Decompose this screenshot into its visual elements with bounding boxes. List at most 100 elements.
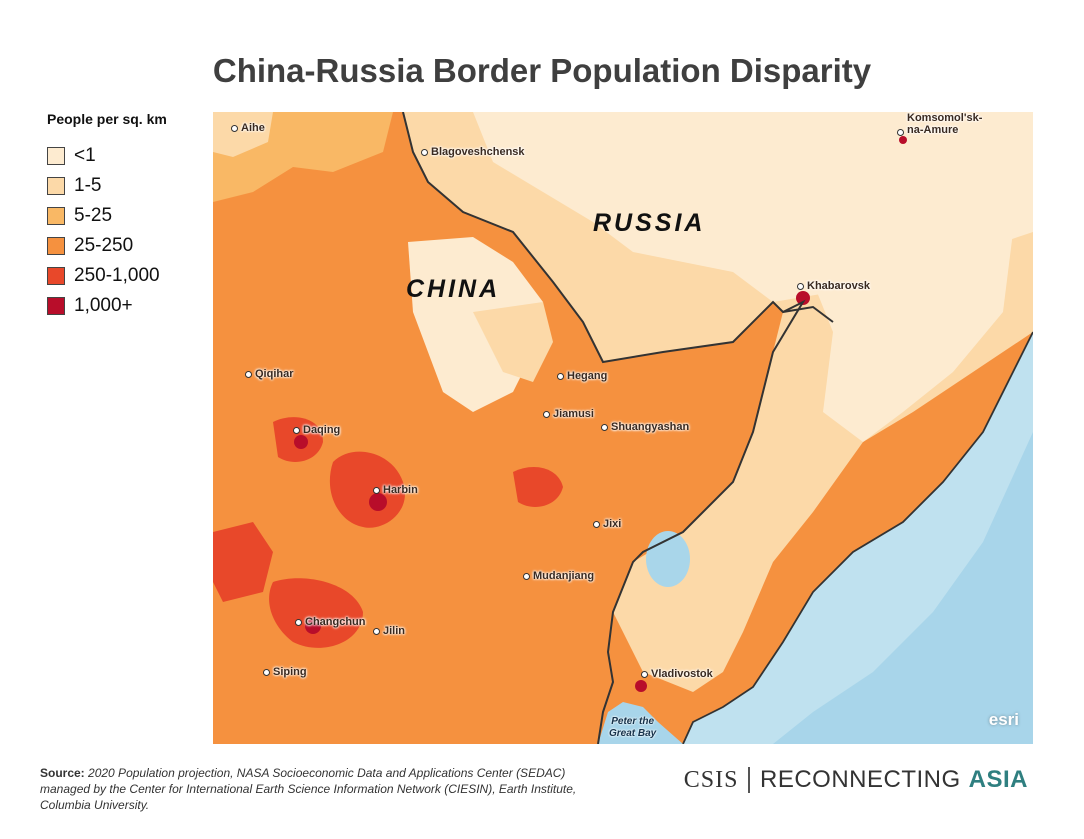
komsomolsk-core <box>899 136 907 144</box>
city-dot <box>421 148 428 156</box>
legend-label: 5-25 <box>74 205 113 226</box>
changchun-core <box>305 618 321 634</box>
population-map[interactable]: RUSSIA CHINA Aihe Blagoveshchensk Komsom… <box>213 112 1033 744</box>
logo-divider <box>748 767 750 793</box>
legend-item-250-1000: 250-1,000 <box>47 261 207 291</box>
city-dot <box>797 282 804 290</box>
legend-label: 25-250 <box>74 235 134 256</box>
legend-swatch <box>47 297 65 315</box>
city-name: Vladivostok <box>651 668 713 680</box>
city-dot <box>373 627 380 635</box>
china-russia-border <box>402 112 806 744</box>
daqing-core <box>294 435 308 449</box>
legend-label: 250-1,000 <box>74 265 160 286</box>
water-label-peter-great-bay: Peter the Great Bay <box>609 716 657 739</box>
city-name: Jixi <box>603 518 622 530</box>
city-dot <box>293 426 300 434</box>
city-changchun[interactable]: Changchun <box>295 616 366 628</box>
city-dot <box>245 370 252 378</box>
city-name: Khabarovsk <box>807 280 870 292</box>
city-dot <box>523 572 530 580</box>
logo-asia: ASIA <box>968 766 1028 793</box>
source-label: Source: <box>40 766 85 780</box>
city-siping[interactable]: Siping <box>263 666 307 678</box>
city-dot <box>295 618 302 626</box>
city-name: Komsomol'sk- na-Amure <box>907 112 983 136</box>
jixi-dense-area <box>513 467 563 507</box>
city-dot <box>543 410 550 418</box>
city-name: Mudanjiang <box>533 570 595 582</box>
logo-csis: CSIS <box>683 766 739 793</box>
city-khabarovsk[interactable]: Khabarovsk <box>797 280 870 292</box>
legend-item-25-250: 25-250 <box>47 231 207 261</box>
khingan-transition-area <box>473 302 553 382</box>
legend-item-1-5: 1-5 <box>47 171 207 201</box>
legend-label: 1-5 <box>74 175 102 196</box>
changchun-dense-area <box>269 578 363 648</box>
city-dot <box>263 668 270 676</box>
esri-attribution: esri <box>988 710 1019 729</box>
city-jixi[interactable]: Jixi <box>593 518 621 530</box>
city-daqing[interactable]: Daqing <box>293 424 340 436</box>
legend-swatch <box>47 207 65 225</box>
legend-swatch <box>47 237 65 255</box>
city-name: Siping <box>273 666 307 678</box>
city-name: Changchun <box>305 616 366 628</box>
city-name: Blagoveshchensk <box>431 146 525 158</box>
legend: People per sq. km <1 1-5 5-25 25-250 250… <box>47 111 207 321</box>
legend-label: <1 <box>74 145 96 166</box>
legend-item-lt1: <1 <box>47 141 207 171</box>
west-dense-area <box>213 522 273 602</box>
city-aihe[interactable]: Aihe <box>231 122 265 134</box>
city-dot <box>373 486 380 494</box>
city-dot <box>897 129 904 136</box>
country-label-china: CHINA <box>406 275 501 303</box>
city-name: Qiqihar <box>255 368 294 380</box>
khabarovsk-border <box>782 305 834 323</box>
city-qiqihar[interactable]: Qiqihar <box>245 368 294 380</box>
city-name: Shuangyashan <box>611 421 690 433</box>
northwest-sparse-area <box>213 112 273 157</box>
legend-item-1000-plus: 1,000+ <box>47 291 207 321</box>
city-dot <box>593 520 600 528</box>
city-name: Aihe <box>241 122 265 134</box>
city-dot <box>601 423 608 431</box>
page-title: China-Russia Border Population Disparity <box>212 52 872 89</box>
city-hegang[interactable]: Hegang <box>557 370 607 382</box>
legend-item-5-25: 5-25 <box>47 201 207 231</box>
csis-reconnecting-asia-logo[interactable]: CSIS RECONNECTING ASIA <box>684 766 1028 794</box>
coastline <box>682 331 1033 744</box>
deep-sea <box>773 432 1033 744</box>
city-jilin[interactable]: Jilin <box>373 625 405 637</box>
city-jiamusi[interactable]: Jiamusi <box>543 408 594 420</box>
khabarovsk-core <box>796 291 810 305</box>
city-dot <box>557 372 564 380</box>
peter-great-bay-water <box>598 702 683 744</box>
vladivostok-core <box>635 680 647 692</box>
city-mudanjiang[interactable]: Mudanjiang <box>523 570 594 582</box>
city-shuangyashan[interactable]: Shuangyashan <box>601 421 689 433</box>
source-text: 2020 Population projection, NASA Socioec… <box>40 766 577 812</box>
city-dot <box>231 124 238 132</box>
city-name: Jiamusi <box>553 408 594 420</box>
city-harbin[interactable]: Harbin <box>373 484 418 496</box>
sikhote-alin-sparse <box>813 202 1013 442</box>
city-vladivostok[interactable]: Vladivostok <box>641 668 713 680</box>
logo-reconnecting: RECONNECTING <box>759 766 961 793</box>
city-blagoveshchensk[interactable]: Blagoveshchensk <box>421 146 525 158</box>
map-canvas <box>213 112 1033 744</box>
city-komsomolsk[interactable]: Komsomol'sk- na-Amure <box>897 112 982 136</box>
harbin-dense-area <box>329 451 405 528</box>
country-label-russia: RUSSIA <box>593 209 706 237</box>
source-note: Source: 2020 Population projection, NASA… <box>40 765 580 813</box>
legend-swatch <box>47 177 65 195</box>
city-name: Harbin <box>383 484 418 496</box>
legend-label: 1,000+ <box>74 295 133 316</box>
city-name: Hegang <box>567 370 608 382</box>
city-name: Daqing <box>303 424 341 436</box>
legend-title: People per sq. km <box>47 111 167 127</box>
harbin-core <box>369 493 387 511</box>
city-dot <box>641 670 648 678</box>
legend-swatch <box>47 267 65 285</box>
legend-swatch <box>47 147 65 165</box>
